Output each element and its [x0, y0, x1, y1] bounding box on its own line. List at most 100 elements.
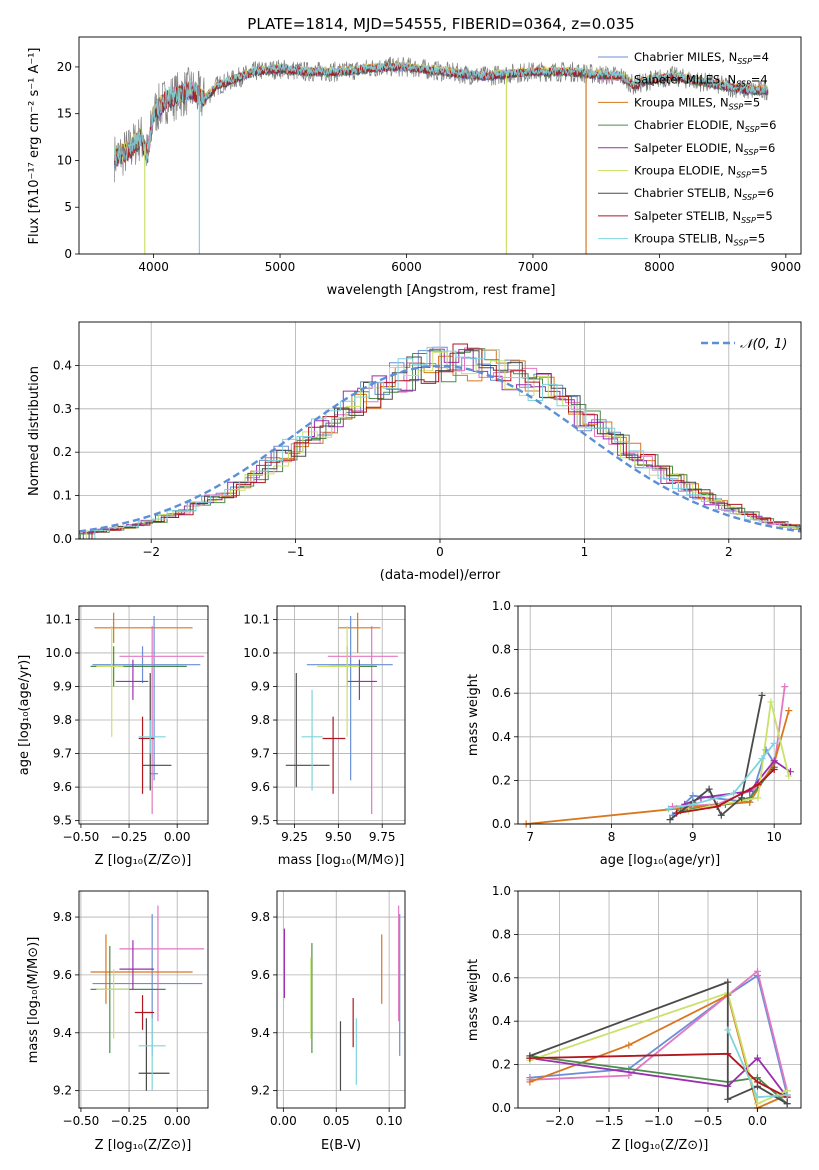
spectrum-ytick-label: 10: [57, 153, 72, 167]
residuals-ytick-label: 0.3: [53, 402, 72, 416]
figure-title: PLATE=1814, MJD=54555, FIBERID=0364, z=0…: [247, 15, 634, 33]
weight-point-marker: [705, 785, 713, 793]
legend-label: Chabrier STELIB, NSSP=6: [634, 186, 774, 202]
weight-series-line: [676, 768, 775, 814]
mass_vs_ebv-ytick-label: 9.4: [251, 1026, 270, 1040]
residuals-ytick-label: 0.2: [53, 445, 72, 459]
weight_vs_Z-ytick-label: 0.0: [492, 1101, 511, 1115]
weight-point-marker: [753, 967, 761, 975]
weight-point-marker: [717, 811, 725, 819]
mass_vs_ebv-ytick-label: 9.8: [251, 910, 270, 924]
weight-series-line: [526, 710, 790, 825]
mass_vs_Z-ytick-label: 9.6: [53, 968, 72, 982]
weight_vs_age-xtick-label: 7: [526, 830, 534, 844]
ageZ-xlabel: Z [log₁₀(Z/Z⊙)]: [95, 853, 192, 868]
ageZ-ylabel: age [log₁₀(age/yr)]: [17, 655, 32, 776]
spectrum-ylabel: Flux [fλ10⁻¹⁷ erg cm⁻² s⁻¹ A⁻¹]: [27, 48, 42, 245]
age_vs_Z-ytick-label: 9.5: [53, 814, 72, 828]
weight_vs_Z-ytick-label: 1.0: [492, 884, 511, 898]
weight-point-marker: [738, 794, 746, 802]
weight-point-marker: [783, 1091, 791, 1099]
wAge-xlabel: age [log₁₀(age/yr)]: [600, 853, 721, 868]
panel-age-vs-Z: −0.50 −0.25 0.00 9.5 9.6 9.7 9.8 9.9 10.0 10.1 Z …: [17, 605, 209, 868]
weight_vs_Z-ytick-label: 0.2: [492, 1058, 511, 1072]
age_vs_Z-frame: [78, 605, 209, 825]
weight-point-marker: [785, 772, 793, 780]
residuals-ytick-label: 0.0: [53, 532, 72, 546]
panel-residuals: −2 −1 0 1 2 0.0 0.1 0.2 0.3 0.4 (data-model)/erro…: [27, 321, 802, 583]
legend-label: Kroupa MILES, NSSP=5: [634, 95, 760, 111]
mass_vs_Z-frame: [78, 890, 209, 1109]
weight-series-line: [669, 695, 763, 821]
spectrum-model-line: [114, 61, 769, 166]
weight-point-marker: [625, 1041, 633, 1049]
legend-label: Salpeter STELIB, NSSP=5: [634, 209, 773, 225]
weight-point-marker: [526, 1078, 534, 1086]
massEBV-xlabel: E(B-V): [321, 1138, 361, 1153]
mass_vs_Z-ytick-label: 9.4: [53, 1026, 72, 1040]
spectrum-xtick-label: 7000: [518, 260, 549, 274]
weight-point-marker: [753, 1078, 761, 1086]
age_vs_mass-ytick-label: 10.1: [243, 612, 270, 626]
age_vs_mass-xtick-label: 9.75: [369, 830, 396, 844]
spectrum-frame: [78, 36, 802, 255]
weight_vs_Z-xtick-label: −0.5: [693, 1114, 722, 1128]
residual-histogram: [91, 343, 801, 539]
weight-series-line: [529, 1055, 788, 1105]
mass_vs_ebv-frame: [276, 890, 406, 1109]
legend-label-normal: 𝒩(0, 1): [740, 337, 787, 352]
spectrum-xtick-label: 9000: [771, 260, 802, 274]
weight_vs_Z-xtick-label: −1.0: [644, 1114, 673, 1128]
weight-point-marker: [664, 805, 672, 813]
weight_vs_age-ytick-label: 1.0: [492, 599, 511, 613]
age_vs_mass-ytick-label: 10.0: [243, 646, 270, 660]
weight-point-marker: [753, 1093, 761, 1101]
weight_vs_age-ytick-label: 0.4: [492, 730, 511, 744]
massZ-ylabel: mass [log₁₀(M/M⊙)]: [26, 937, 41, 1064]
weight-point-marker: [781, 683, 789, 691]
residuals-legend: 𝒩(0, 1): [701, 337, 787, 352]
weight-point-marker: [783, 1100, 791, 1108]
age_vs_mass-ytick-label: 9.7: [251, 747, 270, 761]
legend-label: Salpeter ELODIE, NSSP=6: [634, 141, 775, 157]
spectrum-ytick-label: 5: [64, 200, 72, 214]
wAge-ylabel: mass weight: [466, 674, 481, 756]
panel-mass-vs-Z: −0.50 −0.25 0.00 9.2 9.4 9.6 9.8 Z [log₁₀(Z/Z⊙…: [26, 890, 209, 1153]
weight-point-marker: [705, 803, 713, 811]
age_vs_Z-ytick-label: 10.1: [45, 612, 72, 626]
weight-point-marker: [724, 1095, 732, 1103]
panel-age-vs-mass: 9.25 9.50 9.75 9.5 9.6 9.7 9.8 9.9 10.0 10.1 mass…: [243, 605, 406, 868]
weight_vs_age-xtick-label: 8: [608, 830, 616, 844]
weight-point-marker: [767, 698, 775, 706]
wZ-ylabel: mass weight: [466, 959, 481, 1041]
spectrum-xtick-label: 4000: [138, 260, 169, 274]
weight-point-marker: [753, 1054, 761, 1062]
panel-mass-vs-ebv: 0.00 0.05 0.10 9.2 9.4 9.6 9.8 E(B-V): [251, 890, 406, 1153]
legend-label: Chabrier ELODIE, NSSP=6: [634, 118, 776, 134]
weight-point-marker: [666, 816, 674, 824]
weight_vs_Z-ytick-label: 0.6: [492, 971, 511, 985]
age_vs_Z-xtick-label: 0.00: [164, 830, 191, 844]
spectrum-xtick-label: 6000: [391, 260, 422, 274]
weight-point-marker: [724, 1026, 732, 1034]
weight_vs_Z-xtick-label: 0.0: [748, 1114, 767, 1128]
weight-point-marker: [724, 1050, 732, 1058]
residuals-xtick-label: 1: [581, 545, 589, 559]
residuals-ytick-label: 0.4: [53, 358, 72, 372]
age_vs_Z-ytick-label: 9.7: [53, 747, 72, 761]
weight_vs_age-ytick-label: 0.2: [492, 773, 511, 787]
residuals-ylabel: Normed distribution: [27, 366, 42, 496]
weight-point-marker: [730, 789, 738, 797]
mass_vs_Z-xtick-label: −0.50: [63, 1114, 100, 1128]
residuals-xtick-label: −1: [287, 545, 305, 559]
weight-point-marker: [758, 755, 766, 763]
age_vs_mass-ytick-label: 9.9: [251, 679, 270, 693]
weight-point-marker: [625, 1071, 633, 1079]
weight_vs_age-xtick-label: 10: [767, 830, 782, 844]
age_vs_mass-frame: [276, 605, 406, 825]
mass_vs_ebv-ytick-label: 9.2: [251, 1084, 270, 1098]
residuals-xtick-label: 0: [436, 545, 444, 559]
weight-series-line: [672, 686, 786, 808]
weight-point-marker: [673, 809, 681, 817]
